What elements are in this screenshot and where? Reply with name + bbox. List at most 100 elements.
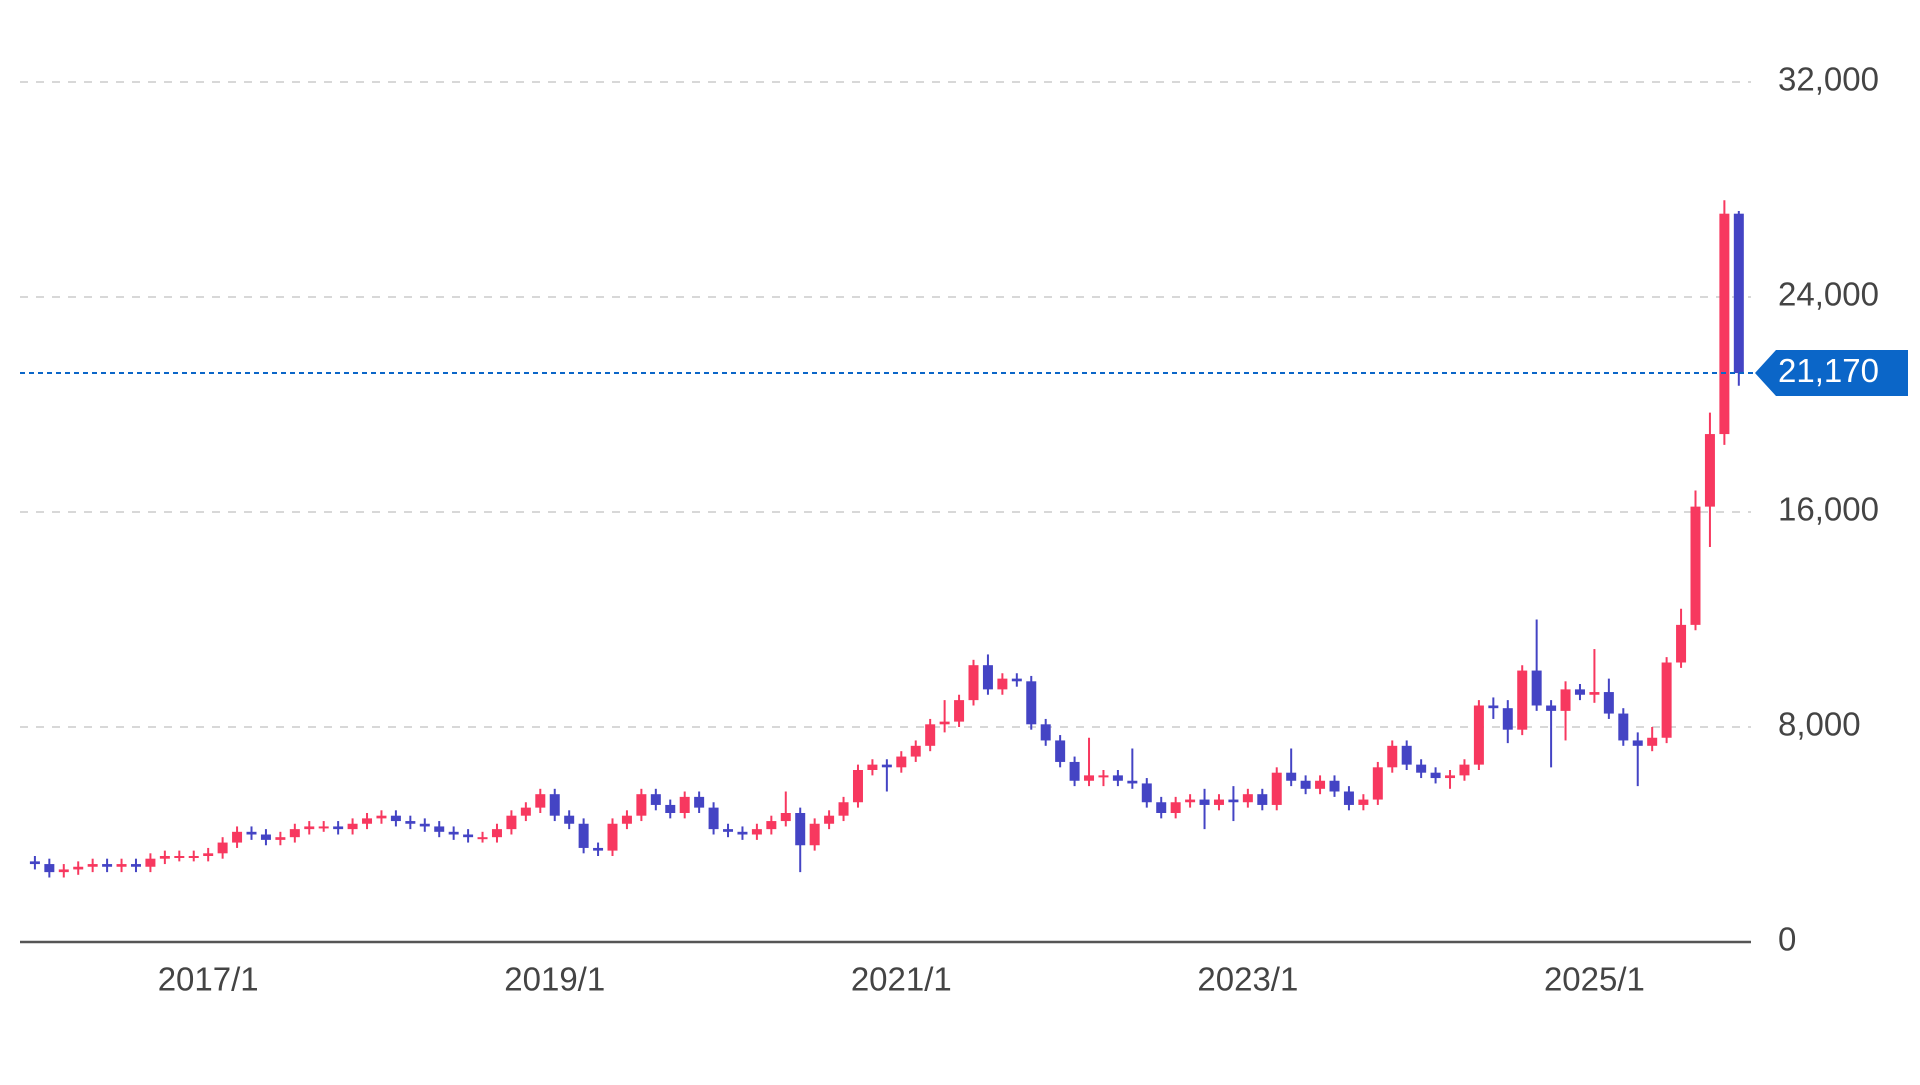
candle-body bbox=[636, 794, 647, 816]
candle-body bbox=[982, 665, 993, 690]
candle-body bbox=[766, 821, 777, 830]
candle-body bbox=[650, 794, 661, 805]
candle-body bbox=[1358, 799, 1369, 805]
candle-body bbox=[1589, 692, 1600, 695]
y-tick-label: 32,000 bbox=[1778, 61, 1879, 98]
candle-body bbox=[491, 829, 502, 838]
candle-body bbox=[1170, 802, 1181, 813]
candle-body bbox=[232, 831, 243, 843]
candle-body bbox=[593, 847, 604, 851]
candle-body bbox=[246, 831, 257, 835]
candle-body bbox=[1661, 662, 1672, 738]
candle-body bbox=[318, 826, 329, 829]
candle-body bbox=[203, 853, 214, 856]
candle-body bbox=[1387, 745, 1398, 768]
candle-body bbox=[1315, 780, 1326, 789]
candle-body bbox=[1416, 764, 1427, 773]
x-tick-label: 2019/1 bbox=[504, 961, 605, 998]
candle-body bbox=[1502, 708, 1513, 730]
candle-body bbox=[1026, 681, 1037, 725]
candle-body bbox=[1286, 772, 1297, 781]
candle-body bbox=[376, 815, 387, 819]
candle-body bbox=[954, 700, 965, 722]
candle-body bbox=[737, 831, 748, 835]
candle-body bbox=[1618, 713, 1629, 741]
candle-body bbox=[578, 823, 589, 848]
candle-body bbox=[925, 724, 936, 746]
candle-body bbox=[939, 721, 950, 725]
candle-body bbox=[333, 826, 344, 830]
candle-body bbox=[1098, 775, 1109, 778]
candle-body bbox=[1459, 764, 1470, 776]
candle-body bbox=[130, 864, 141, 867]
current-price-label: 21,170 bbox=[1778, 352, 1879, 389]
candle-body bbox=[1011, 678, 1022, 682]
candle-body bbox=[535, 794, 546, 808]
candle-body bbox=[1141, 783, 1152, 803]
candle-body bbox=[1055, 740, 1066, 762]
candle-body bbox=[694, 796, 705, 808]
candle-body bbox=[1704, 434, 1715, 507]
candle-body bbox=[275, 837, 286, 840]
candle-body bbox=[564, 815, 575, 824]
candle-body bbox=[87, 864, 98, 867]
candle-body bbox=[824, 815, 835, 824]
candle-body bbox=[58, 869, 69, 873]
candle-body bbox=[679, 796, 690, 813]
candle-body bbox=[405, 821, 416, 824]
candle-body bbox=[1084, 775, 1095, 781]
candle-body bbox=[1329, 780, 1340, 792]
candle-body bbox=[390, 815, 401, 822]
candle-body bbox=[1517, 670, 1528, 730]
candle-body bbox=[881, 764, 892, 768]
candle-body bbox=[549, 794, 560, 816]
candle-body bbox=[1574, 689, 1585, 695]
candle-body bbox=[1546, 705, 1557, 711]
candle-body bbox=[1445, 775, 1456, 779]
candle-body bbox=[607, 823, 618, 851]
candle-body bbox=[1257, 794, 1268, 805]
current-price-tag bbox=[1755, 350, 1908, 397]
candle-body bbox=[116, 864, 127, 867]
candle-body bbox=[1300, 780, 1311, 789]
candle-body bbox=[477, 837, 488, 840]
candle-body bbox=[795, 813, 806, 846]
candle-body bbox=[1733, 213, 1744, 374]
candle-body bbox=[838, 802, 849, 816]
candle-body bbox=[665, 804, 676, 813]
x-tick-label: 2017/1 bbox=[158, 961, 259, 998]
candle-body bbox=[852, 770, 863, 803]
candle-body bbox=[910, 745, 921, 757]
candle-body bbox=[217, 842, 228, 854]
candle-body bbox=[260, 834, 271, 840]
candle-body bbox=[1430, 772, 1441, 779]
candle-body bbox=[1647, 737, 1658, 746]
candle-body bbox=[506, 815, 517, 830]
candle-body bbox=[1632, 740, 1643, 746]
candle-body bbox=[1127, 780, 1138, 784]
x-tick-label: 2023/1 bbox=[1197, 961, 1298, 998]
candle-body bbox=[347, 823, 358, 830]
candle-body bbox=[29, 861, 40, 865]
y-tick-label: 24,000 bbox=[1778, 276, 1879, 313]
candle-body bbox=[723, 829, 734, 832]
candle-body bbox=[621, 815, 632, 824]
candle-body bbox=[1603, 692, 1614, 714]
candle-body bbox=[1401, 745, 1412, 765]
candle-body bbox=[1228, 799, 1239, 803]
candle-body bbox=[1185, 799, 1196, 803]
candle-body bbox=[896, 756, 907, 768]
candle-body bbox=[463, 834, 474, 838]
candle-body bbox=[304, 826, 315, 830]
candle-body bbox=[1199, 799, 1210, 805]
candle-body bbox=[1719, 213, 1730, 435]
candle-body bbox=[1271, 772, 1282, 805]
candle-body bbox=[174, 856, 185, 858]
candle-body bbox=[44, 864, 55, 873]
x-tick-label: 2025/1 bbox=[1544, 961, 1645, 998]
candle-body bbox=[289, 829, 300, 838]
candle-body bbox=[1473, 705, 1484, 765]
candle-body bbox=[362, 818, 373, 824]
